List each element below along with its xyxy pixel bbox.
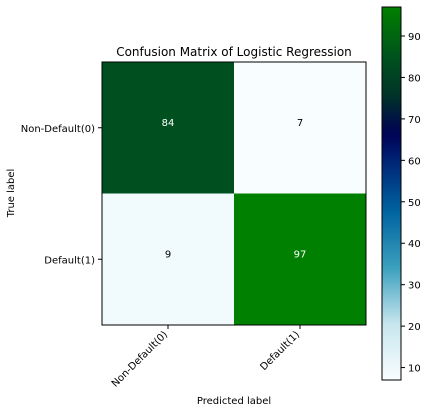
heatmap-cell <box>234 193 366 325</box>
y-axis-label: True label <box>6 169 17 219</box>
colorbar-tick-label: 80 <box>408 73 421 84</box>
heatmap-cell <box>102 193 234 325</box>
colorbar-tick-label: 30 <box>408 281 421 292</box>
chart-title: Confusion Matrix of Logistic Regression <box>116 45 352 59</box>
colorbar-tick-label: 60 <box>408 156 421 167</box>
y-tick-label: Non-Default(0) <box>21 124 95 135</box>
colorbar-tick-label: 70 <box>408 115 421 126</box>
heatmap-cell <box>234 62 366 194</box>
cell-value-label: 84 <box>162 118 175 129</box>
plot-frame <box>101 61 367 326</box>
x-tick-label: Non-Default(0) <box>110 329 170 389</box>
colorbar-tick-label: 50 <box>408 198 421 209</box>
colorbar-tick-label: 20 <box>408 322 421 333</box>
colorbar-tick-label: 90 <box>408 32 421 43</box>
x-axis-label: Predicted label <box>197 396 271 407</box>
colorbar-tick-label: 40 <box>408 239 421 250</box>
cell-value-label: 97 <box>294 249 307 260</box>
y-tick-label: Default(1) <box>44 255 95 266</box>
cell-value-label: 9 <box>165 249 171 260</box>
heatmap-cell <box>102 62 234 194</box>
colorbar <box>381 6 402 381</box>
cell-value-label: 7 <box>297 118 303 129</box>
x-tick-label: Default(1) <box>258 329 302 373</box>
colorbar-tick-label: 10 <box>408 364 421 375</box>
